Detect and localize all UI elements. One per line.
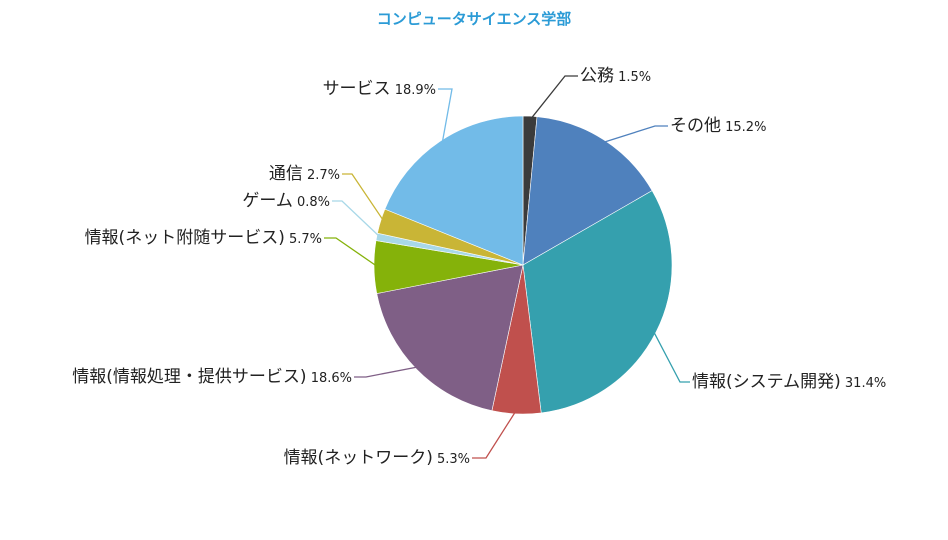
slice-label-value: 5.3% xyxy=(433,452,470,467)
slice-label-name: 情報(システム開発) xyxy=(692,372,841,392)
slice-label: 情報(ネット附随サービス) 5.7% xyxy=(85,228,322,248)
slice-label-value: 2.7% xyxy=(303,168,340,183)
slice-label-name: サービス xyxy=(323,79,391,99)
leader-line xyxy=(354,365,420,378)
slice-label: サービス 18.9% xyxy=(323,79,436,99)
slice-label-value: 1.5% xyxy=(614,70,651,85)
pie-slice xyxy=(522,190,673,414)
slice-label: その他 15.2% xyxy=(670,116,766,136)
leader-lines xyxy=(324,75,690,459)
slice-label-name: 情報(ネット附随サービス) xyxy=(85,228,285,248)
slice-label-value: 18.9% xyxy=(391,83,436,98)
leader-line xyxy=(332,200,382,239)
leader-line xyxy=(342,173,386,223)
leader-line xyxy=(324,237,379,268)
slice-label: 情報(システム開発) 31.4% xyxy=(692,372,886,392)
leader-line xyxy=(472,409,518,459)
slice-label: 情報(ネットワーク) 5.3% xyxy=(284,448,470,468)
slice-label-name: その他 xyxy=(670,116,721,136)
slice-label-name: 通信 xyxy=(269,164,303,184)
leader-line xyxy=(601,125,668,144)
slice-label: 公務 1.5% xyxy=(580,66,651,86)
pie-slice xyxy=(376,264,524,412)
slice-label-name: ゲーム xyxy=(242,191,293,211)
leader-line xyxy=(652,329,690,383)
chart-title: コンピュータサイエンス学部 xyxy=(377,10,572,28)
slice-label: 通信 2.7% xyxy=(269,164,340,184)
slice-label-name: 情報(ネットワーク) xyxy=(284,448,433,468)
leader-line xyxy=(529,75,578,121)
slice-labels: 公務 1.5% その他 15.2% 情報(システム開発) 31.4% 情報(ネットワー… xyxy=(72,66,886,468)
slice-label-value: 5.7% xyxy=(285,232,322,247)
slice-label: ゲーム 0.8% xyxy=(242,191,330,211)
slice-label-name: 公務 xyxy=(580,66,614,86)
pie-slice xyxy=(384,115,524,266)
pie-slice xyxy=(522,116,653,266)
slice-label: 情報(情報処理・提供サービス) 18.6% xyxy=(72,367,352,387)
pie-slices xyxy=(373,115,673,415)
slice-label-value: 31.4% xyxy=(841,376,886,391)
slice-label-value: 15.2% xyxy=(721,120,766,135)
leader-line xyxy=(438,88,453,145)
slice-label-value: 18.6% xyxy=(307,371,352,386)
slice-label-value: 0.8% xyxy=(293,195,330,210)
slice-label-name: 情報(情報処理・提供サービス) xyxy=(72,367,306,387)
